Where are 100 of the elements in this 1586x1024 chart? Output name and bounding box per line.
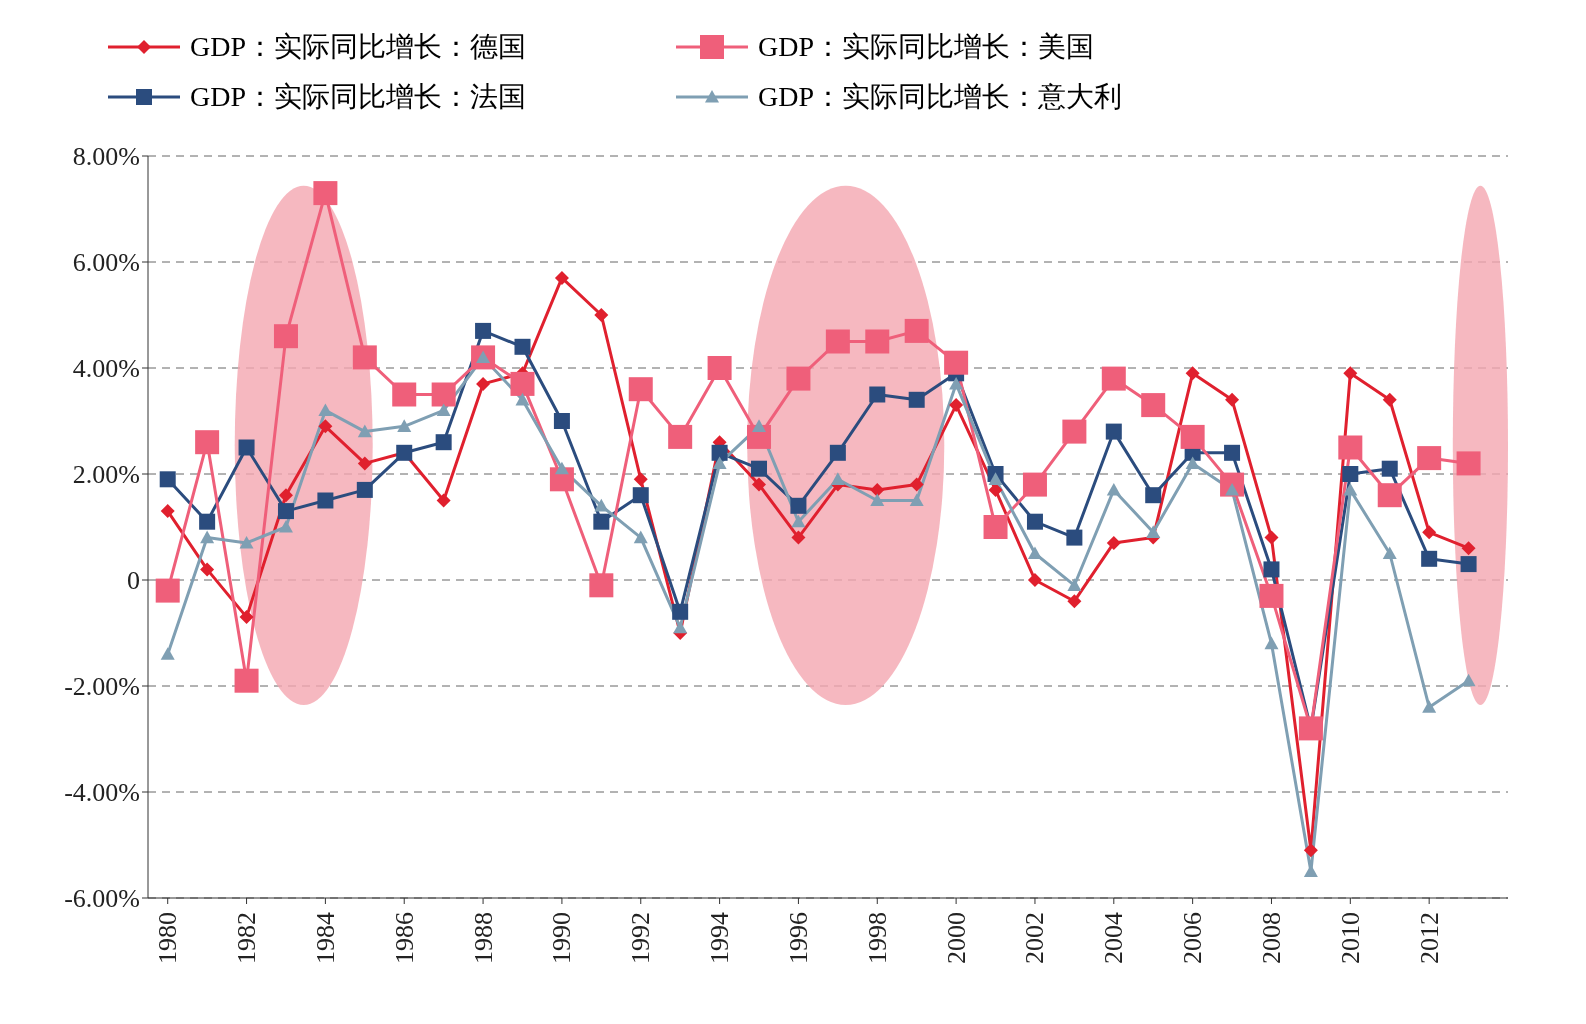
point [318,403,333,416]
point [589,573,614,598]
point [1422,525,1437,540]
point [751,460,768,477]
legend-label: GDP：实际同比增长：美国 [758,30,1095,64]
point [1382,546,1397,560]
point [476,376,491,391]
y-tick-label: 4.00% [72,354,140,384]
point [200,530,215,544]
point [1185,456,1200,469]
x-tick-label: 1996 [783,912,813,964]
point [870,493,885,507]
point [983,515,1008,539]
point [553,413,570,429]
point [514,338,531,355]
point [1067,594,1082,609]
point [1066,529,1083,546]
point [707,356,732,380]
point [829,444,846,461]
x-tick-label: 2000 [941,912,971,964]
point [357,456,372,471]
point [1264,636,1279,650]
x-tick-label: 2002 [1020,912,1050,964]
point [356,481,373,498]
point [1343,366,1358,381]
point [830,472,845,485]
point [318,419,333,434]
point [668,424,693,449]
point [1259,583,1284,608]
point [278,488,293,503]
legend-label: GDP：实际同比增长：法国 [190,80,527,114]
point [594,498,609,512]
point [1422,700,1437,713]
point [790,497,807,514]
point [628,377,653,402]
point [712,456,727,469]
x-tick-label: 1984 [310,912,340,964]
point [673,620,688,634]
point [1180,424,1205,449]
point [1062,419,1087,444]
point [988,472,1003,485]
point [195,430,220,455]
point [870,482,885,497]
point [909,477,924,492]
point [752,477,767,492]
point [672,603,689,620]
point [1027,573,1042,587]
point [273,324,298,349]
point [200,562,215,577]
x-tick-label: 1994 [705,912,735,964]
point [278,520,293,533]
point [155,578,180,603]
point [1382,392,1397,407]
point [1185,366,1200,381]
point [633,530,648,544]
point [313,181,338,206]
point [1264,530,1279,545]
point [1263,561,1280,578]
point [904,318,929,343]
point [317,492,334,509]
point [1106,482,1121,496]
y-tick-label: 8.00% [72,142,140,172]
point [1461,541,1476,556]
x-tick-label: 2008 [1256,912,1286,964]
point [1343,482,1358,496]
point [431,382,456,407]
point [1145,487,1162,504]
point [397,419,412,432]
point [1377,483,1402,508]
point [1225,392,1240,407]
point [1022,472,1047,497]
point [1303,843,1318,858]
x-tick-label: 2010 [1335,912,1365,964]
point [436,403,451,416]
x-tick-label: 1992 [626,912,656,964]
point [908,391,925,408]
point [1027,546,1042,560]
point [475,322,492,339]
point [357,424,372,438]
point [510,371,535,396]
x-tick-label: 1998 [862,912,892,964]
point [791,514,806,528]
point [632,487,649,504]
point [1461,673,1476,687]
y-tick-label: 0 [127,566,140,596]
point [949,398,964,413]
point [633,472,648,487]
point [1106,535,1121,550]
point [593,513,610,530]
point [239,535,254,549]
point [949,376,964,390]
point [1224,444,1241,461]
point [436,493,451,508]
point [1146,525,1161,538]
point [1101,366,1126,391]
point [159,471,176,488]
point [752,419,767,432]
point [239,610,254,625]
point [554,270,569,285]
point [1026,513,1043,530]
